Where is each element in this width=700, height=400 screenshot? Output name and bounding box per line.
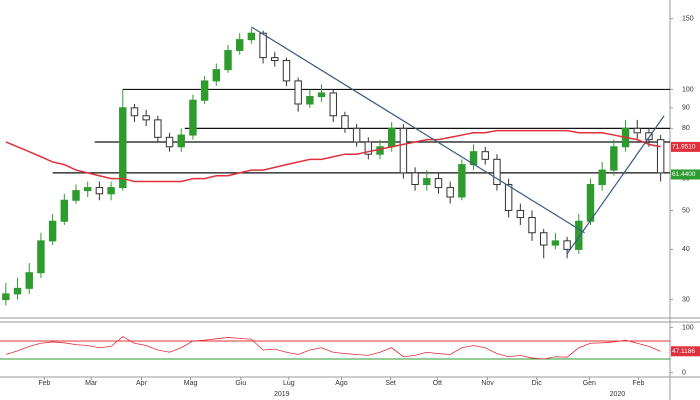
moving-average <box>5 129 661 183</box>
candle-body <box>107 187 115 195</box>
candle-body <box>235 39 244 51</box>
x-tick-label: Feb <box>632 380 644 387</box>
candle-body <box>610 146 618 171</box>
y-tick-label: 0 <box>682 369 686 376</box>
candle-body <box>411 172 419 186</box>
candle-body <box>189 99 197 136</box>
candle-body <box>177 134 185 148</box>
y-tick-label: 50 <box>682 207 690 214</box>
x-tick-label: Gen <box>583 380 596 387</box>
trendline <box>251 26 585 234</box>
candle-body <box>434 178 443 189</box>
x-tick-label: Ago <box>335 380 348 387</box>
price-tag-label: 61.4400 <box>672 171 696 178</box>
price-tag-label: 71.9510 <box>672 144 696 151</box>
candle-body <box>247 32 256 41</box>
y-tick-label: 90 <box>682 105 690 112</box>
y-tick-label: 100 <box>682 324 694 331</box>
candle-body <box>446 187 454 198</box>
candle-body <box>200 80 209 101</box>
x-tick-label: Feb <box>38 380 50 387</box>
candle-body <box>387 127 396 148</box>
x-tick-label: Dic <box>532 380 543 387</box>
candle-body <box>598 169 606 186</box>
candle-body <box>119 107 127 189</box>
trendline <box>566 115 665 255</box>
candle-body <box>586 184 595 222</box>
candle-body <box>563 240 571 250</box>
year-label: 2020 <box>610 391 626 398</box>
candle-body <box>341 115 349 129</box>
candle-body <box>72 190 80 201</box>
candle-body <box>13 287 22 295</box>
candle-body <box>516 209 525 219</box>
y-tick-label: 150 <box>682 15 694 22</box>
candle-body <box>575 220 583 250</box>
candle-body <box>540 232 548 246</box>
candle-body <box>83 187 92 192</box>
candle-body <box>130 107 139 117</box>
candle-body <box>165 136 174 148</box>
candle-body <box>399 127 408 174</box>
candle-body <box>493 158 501 186</box>
y-tick-label: 30 <box>682 296 690 303</box>
candle-body <box>37 240 45 274</box>
x-tick-label: Ott <box>433 380 442 387</box>
candle-body <box>481 151 489 160</box>
candle-body <box>95 187 104 195</box>
candle-body <box>633 127 641 134</box>
candle-body <box>528 217 536 234</box>
candle-body <box>48 220 57 242</box>
price-tag <box>671 141 700 152</box>
price-tag-label: 47.1186 <box>672 348 695 355</box>
candle-body <box>60 199 69 222</box>
candle-body <box>317 92 326 98</box>
candle-body <box>504 184 513 211</box>
y-tick-label: 40 <box>682 246 690 253</box>
candle-body <box>364 141 373 155</box>
candle-body <box>271 57 279 62</box>
x-tick-label: Mag <box>184 380 198 387</box>
candle-body <box>645 132 653 141</box>
candle-body <box>25 272 33 289</box>
candle-body <box>142 115 150 121</box>
candle-body <box>294 80 302 105</box>
candle-body <box>306 96 314 105</box>
candle-body <box>423 178 431 186</box>
x-tick-label: Mar <box>85 380 98 387</box>
x-tick-label: Nov <box>481 380 494 387</box>
y-tick-label: 100 <box>682 86 694 93</box>
candle-body <box>154 119 162 138</box>
candle-body <box>212 69 221 82</box>
candle-body <box>259 32 267 59</box>
candle-body <box>224 49 232 71</box>
x-tick-label: Apr <box>136 380 148 387</box>
candle-body <box>329 92 337 117</box>
candle-body <box>458 164 466 198</box>
price-tag <box>671 169 700 180</box>
x-tick-label: Lug <box>283 380 295 387</box>
candle-body <box>352 127 361 143</box>
candle-body <box>282 60 291 82</box>
rsi-line <box>5 336 661 360</box>
candle-body <box>656 139 665 174</box>
candle-body <box>551 240 560 246</box>
price-tag <box>671 346 700 357</box>
candle-body <box>376 146 384 155</box>
x-tick-label: Giu <box>235 380 246 387</box>
candle-body <box>2 293 10 301</box>
year-label: 2019 <box>274 391 290 398</box>
x-tick-label: Set <box>385 380 396 387</box>
y-tick-label: 80 <box>682 125 690 132</box>
